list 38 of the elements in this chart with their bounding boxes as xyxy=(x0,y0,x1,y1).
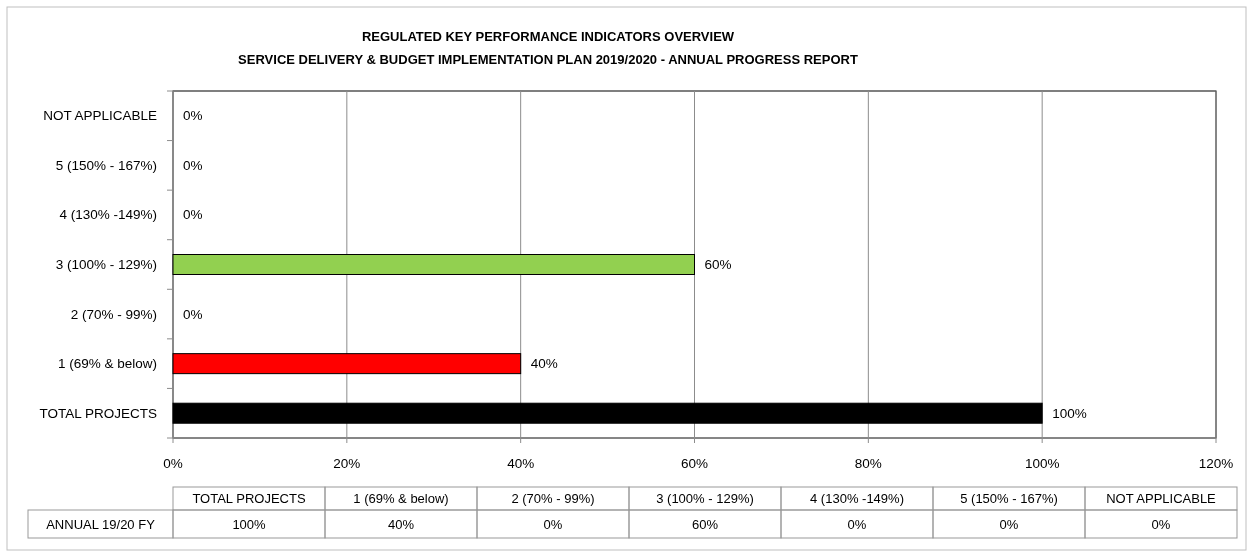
data-label: 100% xyxy=(1052,405,1087,421)
x-tick-label: 0% xyxy=(163,455,183,471)
text: 40% xyxy=(387,516,415,532)
x-tick-label: 100% xyxy=(1024,455,1060,471)
x-tick-label: 20% xyxy=(333,455,361,471)
data-label: 0% xyxy=(183,306,203,322)
text: 0% xyxy=(543,516,563,532)
text: 0% xyxy=(999,516,1019,532)
y-tick-label: 1 (69% & below) xyxy=(57,356,157,372)
data-label: 0% xyxy=(183,108,203,124)
text: 0% xyxy=(847,516,867,532)
y-tick-label: TOTAL PROJECTS xyxy=(39,405,157,421)
y-tick-label: 5 (150% - 167%) xyxy=(55,157,157,173)
category-label: 4 (130% -149%) xyxy=(810,491,904,506)
data-label: 40% xyxy=(530,356,558,372)
category-label: 3 (100% - 129%) xyxy=(656,491,754,506)
y-tick-label: 2 (70% - 99%) xyxy=(70,306,157,322)
chart-title: REGULATED KEY PERFORMANCE INDICATORS OVERVIEW xyxy=(361,28,735,44)
data-label: 0% xyxy=(183,207,203,223)
chart-subtitle: SERVICE DELIVERY & BUDGET IMPLEMENTATION PLAN 2019/2020 - ANNUAL PROGRESS REPORT xyxy=(238,51,858,67)
x-tick-label: 40% xyxy=(507,455,535,471)
x-tick-label: 120% xyxy=(1198,455,1234,471)
category-label: 1 (69% & below) xyxy=(353,491,449,506)
text: 60% xyxy=(691,516,719,532)
category-label: NOT APPLICABLE xyxy=(1106,491,1216,506)
y-tick-label: 4 (130% -149%) xyxy=(59,207,157,223)
text: ANNUAL 19/20 FY xyxy=(46,516,156,532)
x-tick-label: 60% xyxy=(680,455,709,471)
y-tick-label: NOT APPLICABLE xyxy=(43,108,157,124)
data-label: 60% xyxy=(704,257,732,272)
data-label: 0% xyxy=(183,157,203,173)
text: 100% xyxy=(232,516,266,532)
x-tick-label: 80% xyxy=(854,455,882,471)
category-label: TOTAL PROJECTS xyxy=(192,491,306,506)
category-label: 2 (70% - 99%) xyxy=(511,491,595,506)
text: 0% xyxy=(1151,516,1171,532)
category-label: 5 (150% - 167%) xyxy=(960,491,1058,506)
y-tick-label: 3 (100% - 129%) xyxy=(55,257,157,272)
